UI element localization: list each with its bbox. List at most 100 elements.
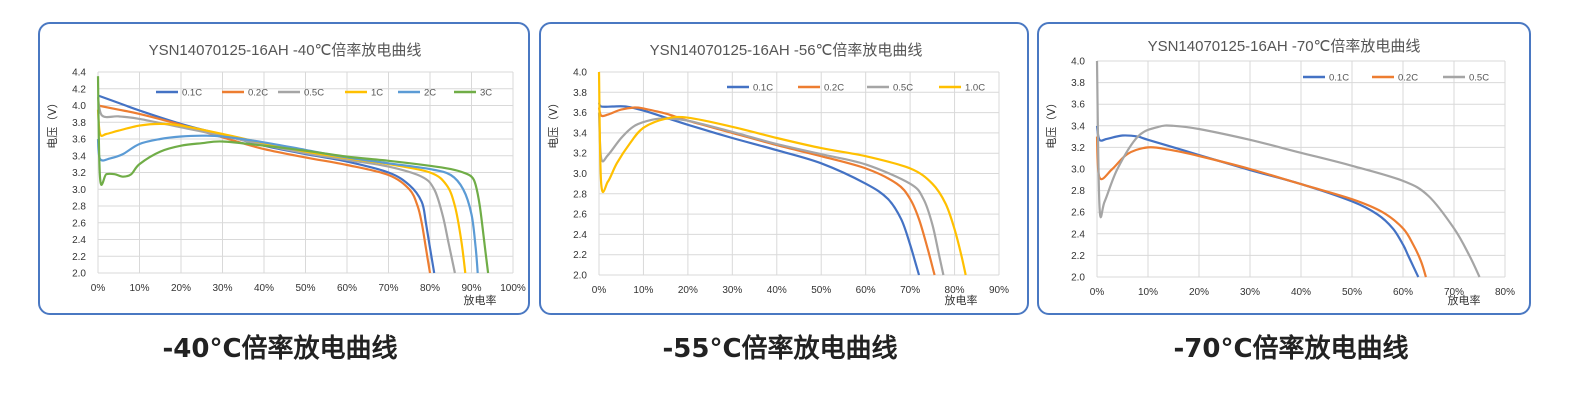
- y-tick-label: 2.8: [72, 202, 86, 213]
- y-tick-label: 3.8: [1071, 78, 1085, 89]
- y-tick-label: 3.0: [72, 185, 86, 196]
- y-tick-label: 2.4: [1071, 229, 1085, 240]
- chart-title: YSN14070125-16AH -70℃倍率放电曲线: [1148, 38, 1421, 55]
- y-tick-label: 4.0: [573, 68, 587, 79]
- x-tick-label: 20%: [678, 285, 698, 296]
- caption-minus70: -70°C倍率放电曲线: [1173, 334, 1409, 364]
- x-tick-label: 50%: [811, 285, 831, 296]
- legend-label: 0.2C: [1398, 73, 1418, 84]
- series-line-1.0C: [597, 71, 967, 276]
- y-tick-label: 2.2: [1071, 251, 1085, 262]
- y-tick-label: 2.0: [1071, 273, 1085, 284]
- y-tick-label: 3.8: [573, 88, 587, 99]
- x-tick-label: 0%: [592, 285, 607, 296]
- x-tick-label: 40%: [254, 283, 274, 294]
- y-tick-label: 4.0: [1071, 57, 1085, 68]
- x-tick-label: 0%: [1090, 287, 1105, 298]
- caption-minus40: -40°C倍率放电曲线: [162, 334, 398, 364]
- chart-panel-minus40: YSN14070125-16AH -40℃倍率放电曲线 2.0 2.2 2.4 2.6 2…: [38, 22, 530, 315]
- x-tick-label: 30%: [1240, 287, 1260, 298]
- y-tick-label: 2.8: [573, 189, 587, 200]
- x-tick-label: 20%: [1189, 287, 1209, 298]
- y-tick-label: 2.6: [573, 210, 587, 221]
- x-tick-label: 60%: [856, 285, 876, 296]
- x-tick-label: 100%: [500, 283, 526, 294]
- y-tick-label: 3.6: [1071, 100, 1085, 111]
- y-tick-label: 2.6: [72, 218, 86, 229]
- y-tick-label: 2.6: [1071, 208, 1085, 219]
- chart-panel-minus56: YSN14070125-16AH -56℃倍率放电曲线 2.0 2.2 2.4 2.6 2…: [539, 22, 1029, 315]
- legend-label: 0.5C: [893, 83, 913, 94]
- chart-title: YSN14070125-16AH -40℃倍率放电曲线: [149, 42, 422, 59]
- y-tick-label: 3.8: [72, 118, 86, 129]
- series-line-3C: [96, 76, 490, 274]
- y-tick-label: 2.2: [72, 252, 86, 263]
- series-line-0.5C: [597, 112, 945, 276]
- y-tick-label: 2.4: [72, 235, 86, 246]
- series-line-0.1C: [597, 101, 921, 276]
- y-axis-label: 电压（V）: [46, 97, 59, 149]
- y-tick-label: 3.0: [573, 169, 587, 180]
- x-tick-label: 30%: [722, 285, 742, 296]
- x-tick-label: 80%: [1495, 287, 1515, 298]
- x-tick-label: 30%: [212, 283, 232, 294]
- y-tick-label: 3.2: [573, 149, 587, 160]
- y-tick-label: 3.6: [573, 108, 587, 119]
- y-axis-label: 电压（V）: [1045, 97, 1058, 149]
- legend-label: 0.2C: [824, 83, 844, 94]
- legend-label: 0.1C: [182, 88, 202, 99]
- x-tick-label: 10%: [129, 283, 149, 294]
- y-axis-label: 电压（V）: [547, 97, 560, 149]
- x-tick-label: 10%: [1138, 287, 1158, 298]
- series-line-2C: [96, 134, 479, 274]
- y-tick-label: 3.0: [1071, 165, 1085, 176]
- y-tick-label: 2.4: [573, 230, 587, 241]
- legend-label: 0.5C: [1469, 73, 1489, 84]
- x-tick-label: 60%: [337, 283, 357, 294]
- y-tick-label: 3.4: [573, 128, 587, 139]
- series-line-0.5C: [96, 96, 456, 274]
- x-tick-label: 10%: [633, 285, 653, 296]
- legend-label: 0.2C: [248, 88, 268, 99]
- y-tick-label: 3.6: [72, 135, 86, 146]
- legend-label: 0.1C: [753, 83, 773, 94]
- y-tick-label: 4.2: [72, 84, 86, 95]
- legend-label: 1.0C: [965, 83, 985, 94]
- x-tick-label: 80%: [945, 285, 965, 296]
- x-axis-label: 放电率: [1448, 293, 1481, 307]
- x-tick-label: 80%: [420, 283, 440, 294]
- y-tick-label: 2.8: [1071, 186, 1085, 197]
- legend-label: 2C: [424, 88, 436, 99]
- x-tick-label: 70%: [1444, 287, 1464, 298]
- x-tick-label: 50%: [295, 283, 315, 294]
- caption-minus55: -55°C倍率放电曲线: [662, 334, 898, 364]
- chart-minus56: YSN14070125-16AH -56℃倍率放电曲线 2.0 2.2 2.4 2.6 2…: [547, 42, 1009, 307]
- x-tick-label: 20%: [171, 283, 191, 294]
- chart-panel-minus70: YSN14070125-16AH -70℃倍率放电曲线 2.0 2.2 2.4 2.6 2…: [1037, 22, 1531, 315]
- y-tick-label: 3.2: [1071, 143, 1085, 154]
- x-tick-label: 60%: [1393, 287, 1413, 298]
- legend-label: 0.1C: [1329, 73, 1349, 84]
- legend-label: 0.5C: [304, 88, 324, 99]
- y-tick-label: 3.4: [1071, 121, 1085, 132]
- x-axis-label: 放电率: [464, 293, 497, 307]
- series-line-0.2C: [97, 104, 432, 274]
- x-tick-label: 40%: [767, 285, 787, 296]
- chart-minus40: YSN14070125-16AH -40℃倍率放电曲线 2.0 2.2 2.4 2.6 2…: [46, 42, 526, 307]
- y-tick-label: 3.4: [72, 151, 86, 162]
- legend-label: 1C: [371, 88, 383, 99]
- x-tick-label: 40%: [1291, 287, 1311, 298]
- x-axis-label: 放电率: [945, 293, 978, 307]
- chart-title: YSN14070125-16AH -56℃倍率放电曲线: [650, 42, 923, 59]
- series-line-0.2C: [1095, 136, 1427, 278]
- y-tick-label: 4.4: [72, 68, 86, 79]
- x-tick-label: 90%: [461, 283, 481, 294]
- y-tick-label: 2.0: [573, 271, 587, 282]
- legend-label: 3C: [480, 88, 492, 99]
- y-tick-label: 3.2: [72, 168, 86, 179]
- y-tick-label: 2.0: [72, 269, 86, 280]
- y-tick-label: 2.2: [573, 250, 587, 261]
- x-tick-label: 50%: [1342, 287, 1362, 298]
- x-tick-label: 70%: [900, 285, 920, 296]
- series-line-0.5C: [1095, 60, 1481, 278]
